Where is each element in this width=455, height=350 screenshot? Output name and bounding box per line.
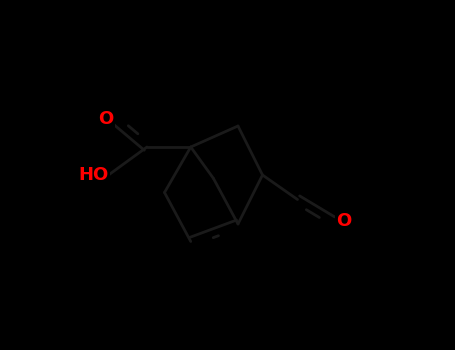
Text: HO: HO — [78, 166, 108, 184]
Text: O: O — [336, 211, 351, 230]
Text: O: O — [98, 110, 114, 128]
